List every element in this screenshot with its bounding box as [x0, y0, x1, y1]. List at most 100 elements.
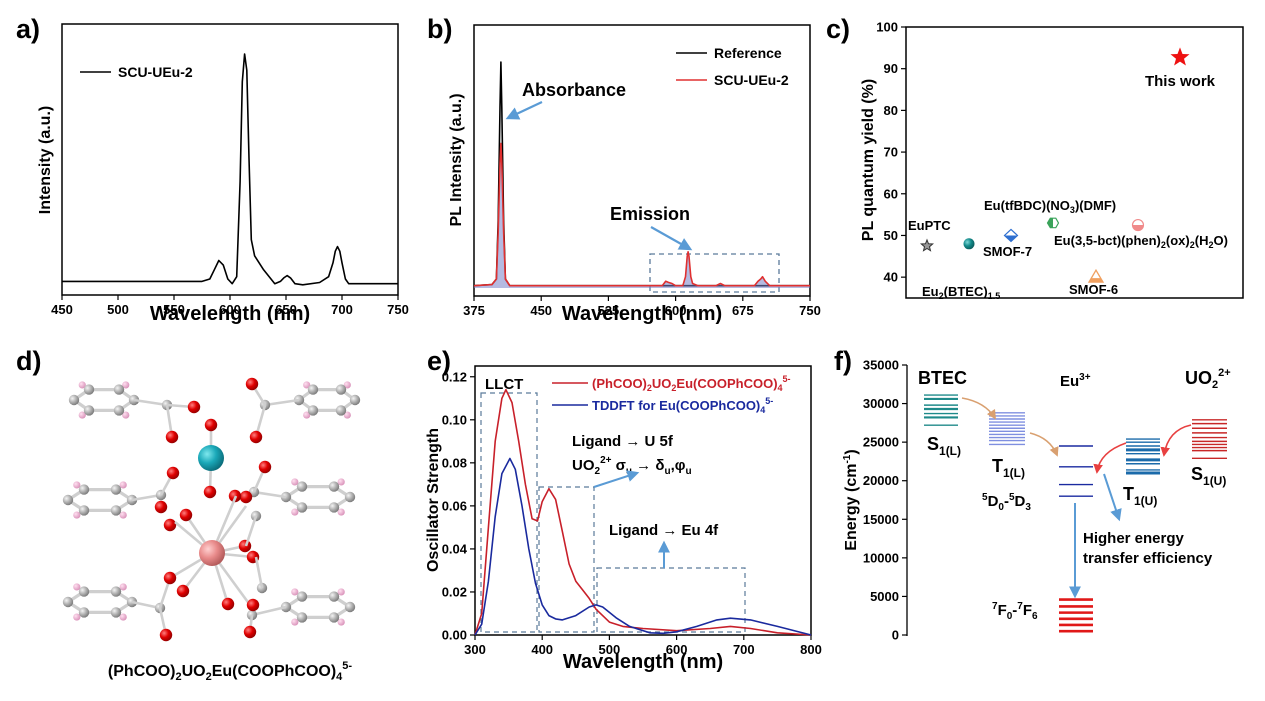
- carbon-atom: [62, 494, 74, 506]
- hydrogen-atom: [291, 618, 299, 626]
- absorbance-arrow: [505, 101, 543, 120]
- y-tick-label: 100: [876, 20, 898, 35]
- oxygen-atom: [159, 628, 173, 642]
- oxygen-atom: [249, 430, 263, 444]
- x-tick-label: 700: [331, 302, 353, 317]
- carbon-atom: [110, 505, 122, 516]
- carbon-atom: [78, 484, 90, 495]
- arrow-t1u-to-eu: [1093, 442, 1127, 474]
- bond: [254, 556, 264, 589]
- y-axis-f: 0 5000 10000 15000 20000 25000 30000 35000: [863, 358, 907, 643]
- y-tick-label: 0: [892, 628, 899, 643]
- y-tick-label: 70: [884, 145, 898, 160]
- annotation-transfer-efficiency: transfer efficiency: [1083, 550, 1213, 567]
- oxygen-atom: [179, 508, 193, 522]
- marker-eu2-btec-1-5: [963, 238, 975, 250]
- arrow-s1l-to-t1l: [961, 397, 997, 420]
- panel-f: f) 0 5000 10000 15000 20000 25000 30000 35000 E…: [834, 346, 1231, 643]
- label-eu-35bct: Eu(3,5-bct)(phen)2(ox)2(H2O): [1054, 233, 1228, 250]
- carbon-atom: [110, 586, 122, 597]
- y-tick-label: 40: [884, 270, 898, 285]
- y-tick-label: 10000: [863, 550, 899, 565]
- annotation-higher-energy: Higher energy: [1083, 530, 1185, 547]
- hydrogen-atom: [119, 481, 127, 489]
- energy-levels: [924, 394, 1227, 633]
- oxygen-atom: [165, 430, 179, 444]
- carbon-atom: [110, 607, 122, 618]
- marker-eu-tfbdc-no3-dmf--fill: [1047, 218, 1053, 228]
- x-axis-e: 300 400 500 600 700 800: [464, 635, 822, 657]
- header-uo2: UO22+: [1185, 367, 1231, 391]
- x-tick-label: 600: [219, 302, 241, 317]
- bond: [251, 605, 287, 617]
- x-tick-label: 400: [531, 642, 553, 657]
- hydrogen-atom: [343, 411, 351, 419]
- carbon-atom: [78, 586, 90, 597]
- marker-smof-7-fill: [1004, 235, 1018, 242]
- x-axis-title-a: Wavelength (nm): [150, 303, 310, 325]
- x-axis-title-e: Wavelength (nm): [563, 651, 723, 673]
- x-tick-label: 800: [800, 642, 822, 657]
- u5f-arrow: [593, 470, 640, 488]
- x-tick-label: 525: [598, 303, 620, 318]
- oxygen-atom: [258, 460, 272, 474]
- annotation-absorbance: Absorbance: [522, 80, 626, 100]
- y-tick-label: 50: [884, 228, 898, 243]
- hydrogen-atom: [119, 511, 127, 519]
- series-line-tddft-for-eu-coophcoo-4-5-: [474, 457, 812, 636]
- panel-label-d: d): [16, 346, 41, 376]
- legend-label-ueu-complex: (PhCOO)2UO2Eu(COOPhCOO)45-: [592, 374, 791, 393]
- carbon-atom: [296, 591, 308, 602]
- label-t1l: T1(L): [992, 456, 1025, 480]
- panel-d: d) (PhCOO)2UO2Eu(COOPhCOO)45-: [16, 346, 361, 683]
- oxygen-atom: [243, 625, 257, 639]
- carbon-atom: [113, 405, 125, 416]
- europium-atom: [199, 540, 225, 566]
- annotation-emission: Emission: [610, 204, 690, 224]
- panel-b: b) 375 450 525 600 675 750 Wavelength (nm) PL…: [427, 14, 821, 325]
- oxygen-atom: [166, 466, 180, 480]
- y-tick-label: 0.04: [442, 541, 468, 556]
- oxygen-atom: [238, 539, 252, 553]
- hydrogen-atom: [337, 478, 345, 486]
- y-tick-label: 35000: [863, 358, 899, 373]
- arrow-s1u-to-t1u: [1160, 424, 1192, 457]
- panel-label-c: c): [826, 14, 850, 44]
- molecule-caption: (PhCOO)2UO2Eu(COOPhCOO)45-: [108, 660, 352, 683]
- oxygen-atom: [246, 598, 260, 612]
- y-tick-label: 30000: [863, 396, 899, 411]
- y-axis-e: 0.00 0.02 0.04 0.06 0.08 0.10 0.12: [442, 369, 475, 643]
- bond: [264, 398, 300, 407]
- x-tick-label: 675: [732, 303, 754, 318]
- bond: [253, 490, 287, 499]
- marker-eu-3-5-bct-phen-2-ox-2-h2o--fill: [1132, 225, 1144, 231]
- plot-frame-b: [473, 24, 811, 297]
- y-tick-label: 15000: [863, 512, 899, 527]
- bond: [244, 515, 258, 547]
- panel-e: e) 300 400 500 600 700 800 0.000.020.040.060.…: [425, 346, 822, 673]
- hydrogen-atom: [337, 508, 345, 516]
- annotation-ligand-eu4f: Ligand → Eu 4f: [609, 522, 719, 539]
- eu4f-box: [596, 567, 746, 633]
- arrow-higher-efficiency: [1103, 473, 1122, 522]
- carbon-atom: [296, 481, 308, 492]
- carbon-atom: [328, 502, 340, 513]
- y-axis-c: 40 50 60 70 80 90 100: [876, 20, 906, 285]
- hydrogen-atom: [343, 381, 351, 389]
- y-tick-label: 60: [884, 186, 898, 201]
- hydrogen-atom: [78, 411, 86, 419]
- carbon-atom: [344, 491, 356, 503]
- x-tick-label: 375: [463, 303, 485, 318]
- hydrogen-atom: [73, 583, 81, 591]
- x-axis-b: 375 450 525 600 675 750: [463, 296, 821, 318]
- x-tick-label: 450: [530, 303, 552, 318]
- x-tick-label: 300: [464, 642, 486, 657]
- y-axis-title-a: Intensity (a.u.): [37, 106, 54, 214]
- bond: [133, 398, 168, 407]
- y-tick-label: 90: [884, 61, 898, 76]
- carbon-atom: [349, 394, 361, 406]
- series-line-scu-ueu-2: [62, 53, 398, 286]
- hydrogen-atom: [122, 411, 130, 419]
